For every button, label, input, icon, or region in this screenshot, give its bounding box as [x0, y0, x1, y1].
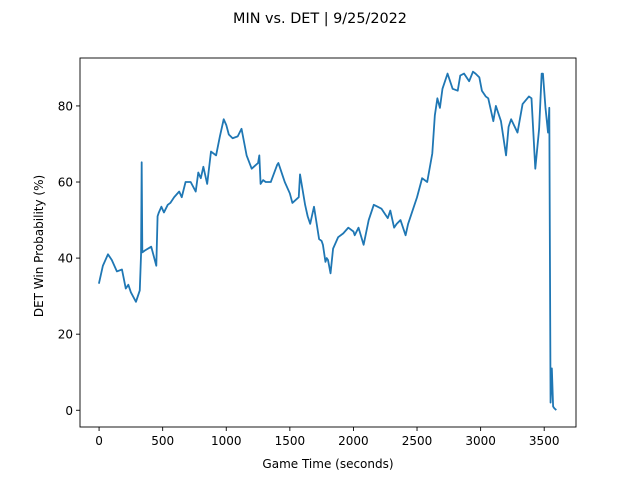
y-tick-label: 80: [58, 99, 73, 113]
x-tick-label: 2500: [402, 434, 433, 448]
x-tick-label: 0: [95, 434, 103, 448]
x-tick-label: 1500: [275, 434, 306, 448]
y-tick-label: 20: [58, 328, 73, 342]
axes-frame: [79, 57, 577, 428]
x-tick-label: 500: [151, 434, 174, 448]
y-tick-label: 40: [58, 252, 73, 266]
x-axis-label: Game Time (seconds): [262, 457, 393, 471]
chart-title: MIN vs. DET | 9/25/2022: [233, 11, 407, 27]
plot-area: 0 500 1000 1500 2000 2500 3000 3500 0 20 40 60 80: [58, 57, 577, 448]
x-tick-label: 1000: [211, 434, 242, 448]
x-tick-label: 2000: [338, 434, 369, 448]
y-tick-label: 0: [65, 404, 73, 418]
series-line-0: [98, 70, 557, 411]
y-axis-label: DET Win Probability (%): [32, 175, 46, 317]
x-tick-label: 3000: [465, 434, 496, 448]
x-tick-label: 3500: [529, 434, 560, 448]
y-tick-label: 60: [58, 176, 73, 190]
